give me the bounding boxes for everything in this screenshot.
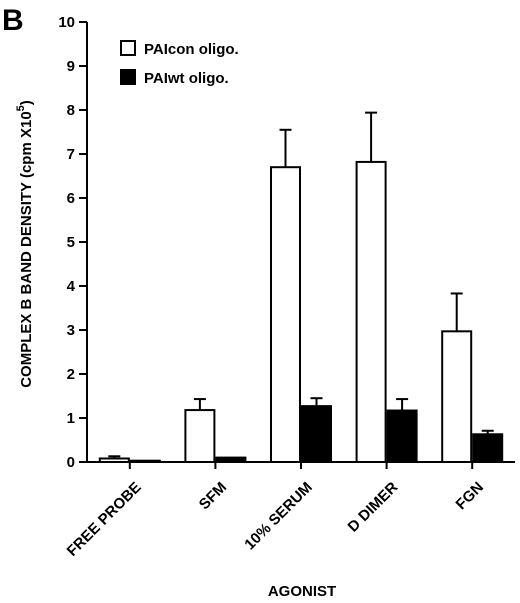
y-tick-label: 4 (67, 278, 76, 295)
y-tick-label: 10 (58, 14, 75, 31)
bar-paicon (355, 160, 387, 463)
plot-area: 0 1 2 3 4 5 6 7 8 9 10 FREE PROBE SFM 10% SERUM D DIME… (58, 14, 515, 560)
legend-swatch (120, 40, 136, 56)
legend-label: PAIwt oligo. (144, 70, 229, 87)
y-tick-label: 5 (67, 234, 75, 251)
y-tick-label: 9 (67, 58, 75, 75)
y-axis-title: COMPLEX B BAND DENSITY (cpm X105) (15, 100, 35, 388)
legend-label: PAIcon oligo. (144, 41, 239, 58)
bar-paicon (270, 166, 301, 463)
y-tick-label: 0 (67, 454, 75, 471)
y-tick-label: 3 (67, 322, 75, 339)
y-axis-title-text: COMPLEX B BAND DENSITY (cpm X10 (18, 111, 35, 387)
legend-swatch (120, 69, 136, 85)
bar-paiwt (301, 405, 332, 463)
legend: PAIcon oligo. PAIwt oligo. (120, 40, 239, 87)
x-tick-label: SFM (196, 479, 230, 513)
bar-paicon (441, 330, 473, 463)
bar-paicon (98, 457, 130, 464)
y-tick-label: 2 (67, 366, 75, 383)
bar-paicon (184, 409, 216, 463)
y-tick-label: 7 (67, 146, 75, 163)
bar-paiwt (129, 459, 161, 463)
y-axis-title-close: ) (18, 100, 35, 105)
y-axis-title-exponent: 5 (15, 105, 27, 111)
x-tick-label: 10% SERUM (241, 479, 316, 554)
y-tick-label: 1 (67, 410, 75, 427)
bar-paiwt (472, 433, 504, 463)
x-tick-label: FGN (453, 479, 487, 513)
x-axis-title: AGONIST (268, 583, 336, 600)
bar-paiwt (386, 409, 418, 463)
y-tick-label: 6 (67, 190, 75, 207)
bar-paiwt (215, 456, 247, 464)
x-tick-label: D DIMER (345, 479, 402, 536)
x-tick-label: FREE PROBE (64, 479, 145, 560)
y-tick-label: 8 (67, 102, 75, 119)
panel-label: B (2, 4, 24, 37)
